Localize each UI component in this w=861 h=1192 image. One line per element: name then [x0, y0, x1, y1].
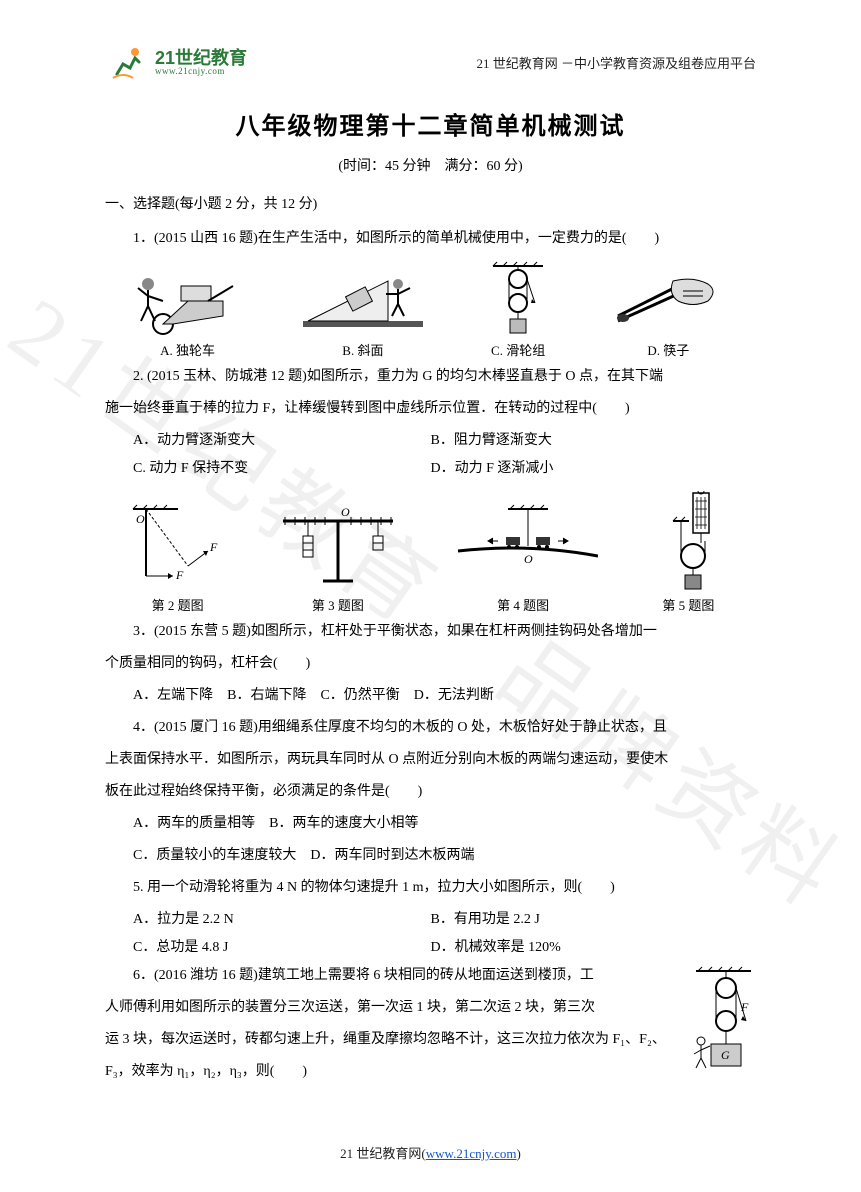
- q4-stem-l3: 板在此过程始终保持平衡，必须满足的条件是( ): [105, 778, 756, 806]
- pulley-group-icon: [483, 261, 553, 336]
- fig4-cap: 第 4 题图: [497, 595, 549, 614]
- runner-icon: [105, 40, 149, 84]
- svg-text:F: F: [209, 540, 218, 554]
- q1-cap-c: C. 滑轮组: [491, 340, 545, 359]
- spring-scale-pulley-icon: [643, 491, 733, 591]
- q3-stem-l2: 个质量相同的钩码，杠杆会( ): [105, 650, 756, 678]
- q6-stem-l1: 6．(2016 潍坊 16 题)建筑工地上需要将 6 块相同的砖从地面运送到楼顶…: [105, 962, 756, 990]
- fig5-cap: 第 5 题图: [662, 595, 714, 614]
- section-1-heading: 一、选择题(每小题 2 分，共 12 分): [105, 193, 756, 213]
- fig3-cap: 第 3 题图: [312, 595, 364, 614]
- fig-4: O 第 4 题图: [448, 501, 598, 614]
- chopsticks-icon: [608, 266, 728, 336]
- q1-fig-a: A. 独轮车: [133, 266, 243, 359]
- fig-3: O 第 3 题图: [273, 501, 403, 614]
- header-right-text: 21 世纪教育网 －中小学教育资源及组卷应用平台: [476, 53, 756, 72]
- q1-stem: 1．(2015 山西 16 题)在生产生活中，如图所示的简单机械使用中，一定费力…: [105, 225, 756, 253]
- subtitle: (时间：45 分钟 满分：60 分): [105, 155, 756, 175]
- q3-opts: A．左端下降 B．右端下降 C．仍然平衡 D．无法判断: [105, 682, 756, 710]
- q6-stem-l2: 人师傅利用如图所示的装置分三次运送，第一次运 1 块，第二次运 2 块，第三次: [105, 994, 756, 1022]
- q5-opt-d: D．机械效率是 120%: [431, 934, 757, 962]
- q4-opts-cd: C．质量较小的车速度较大 D．两车同时到达木板两端: [105, 842, 756, 870]
- pulley-bricks-icon: F G: [686, 966, 756, 1076]
- q3-stem-l1: 3．(2015 东营 5 题)如图所示，杠杆处于平衡状态，如果在杠杆两侧挂钩码处…: [105, 618, 756, 646]
- logo: 21世纪教育 www.21cnjy.com: [105, 40, 247, 84]
- q2-opt-d: D．动力 F 逐渐减小: [431, 455, 757, 483]
- q4-stem-l2: 上表面保持水平．如图所示，两玩具车同时从 O 点附近分别向木板的两端匀速运动，要…: [105, 746, 756, 774]
- logo-subtitle: www.21cnjy.com: [155, 67, 247, 76]
- header: 21世纪教育 www.21cnjy.com 21 世纪教育网 －中小学教育资源及…: [105, 40, 756, 84]
- svg-text:O: O: [341, 505, 350, 519]
- svg-text:G: G: [721, 1048, 730, 1062]
- q1-fig-c: C. 滑轮组: [483, 261, 553, 359]
- q2-opt-b: B．阻力臂逐渐变大: [431, 427, 757, 455]
- fig2-cap: 第 2 题图: [152, 595, 204, 614]
- wheelbarrow-icon: [133, 266, 243, 336]
- q6-side-figure: F G: [686, 966, 756, 1081]
- lever-rod-icon: O F F: [128, 501, 228, 591]
- q2-stem-l2: 施一始终垂直于棒的拉力 F，让棒缓慢转到图中虚线所示位置．在转动的过程中( ): [105, 395, 756, 423]
- svg-text:O: O: [136, 512, 145, 526]
- logo-title: 21世纪教育: [155, 49, 247, 67]
- q4-stem-l1: 4．(2015 厦门 16 题)用细绳系住厚度不均匀的木板的 O 处，木板恰好处…: [105, 714, 756, 742]
- incline-icon: [298, 266, 428, 336]
- q2-opt-a: A．动力臂逐渐变大: [105, 427, 431, 455]
- svg-text:O: O: [524, 552, 533, 566]
- fig-2: O F F 第 2 题图: [128, 501, 228, 614]
- q1-cap-b: B. 斜面: [342, 340, 383, 359]
- q4-opts-ab: A．两车的质量相等 B．两车的速度大小相等: [105, 810, 756, 838]
- q5-stem: 5. 用一个动滑轮将重为 4 N 的物体匀速提升 1 m，拉力大小如图所示，则(…: [105, 874, 756, 902]
- q6-stem-l3: 运 3 块，每次运送时，砖都匀速上升，绳重及摩擦均忽略不计，这三次拉力依次为 F…: [105, 1026, 756, 1054]
- q1-cap-a: A. 独轮车: [160, 340, 215, 359]
- q1-fig-b: B. 斜面: [298, 266, 428, 359]
- q2-5-figure-row: O F F 第 2 题图 O: [105, 491, 756, 614]
- q1-fig-d: D. 筷子: [608, 266, 728, 359]
- svg-text:F: F: [740, 1000, 749, 1014]
- plank-cars-icon: O: [448, 501, 598, 591]
- q5-opt-c: C．总功是 4.8 J: [105, 934, 431, 962]
- q6-stem-l4: F₃，效率为 η₁，η₂，η₃，则( ): [105, 1058, 756, 1086]
- q2-stem-l1: 2. (2015 玉林、防城港 12 题)如图所示，重力为 G 的均匀木棒竖直悬…: [105, 363, 756, 391]
- fig-5: 第 5 题图: [643, 491, 733, 614]
- balance-lever-icon: O: [273, 501, 403, 591]
- page-title: 八年级物理第十二章简单机械测试: [105, 106, 756, 141]
- q1-cap-d: D. 筷子: [647, 340, 689, 359]
- q5-opt-a: A．拉力是 2.2 N: [105, 906, 431, 934]
- q1-figure-row: A. 独轮车 B. 斜面 C: [105, 261, 756, 359]
- q5-opt-b: B．有用功是 2.2 J: [431, 906, 757, 934]
- svg-text:F: F: [175, 568, 184, 582]
- page-content: 21世纪教育 www.21cnjy.com 21 世纪教育网 －中小学教育资源及…: [0, 0, 861, 1150]
- q2-opt-c: C. 动力 F 保持不变: [105, 455, 431, 483]
